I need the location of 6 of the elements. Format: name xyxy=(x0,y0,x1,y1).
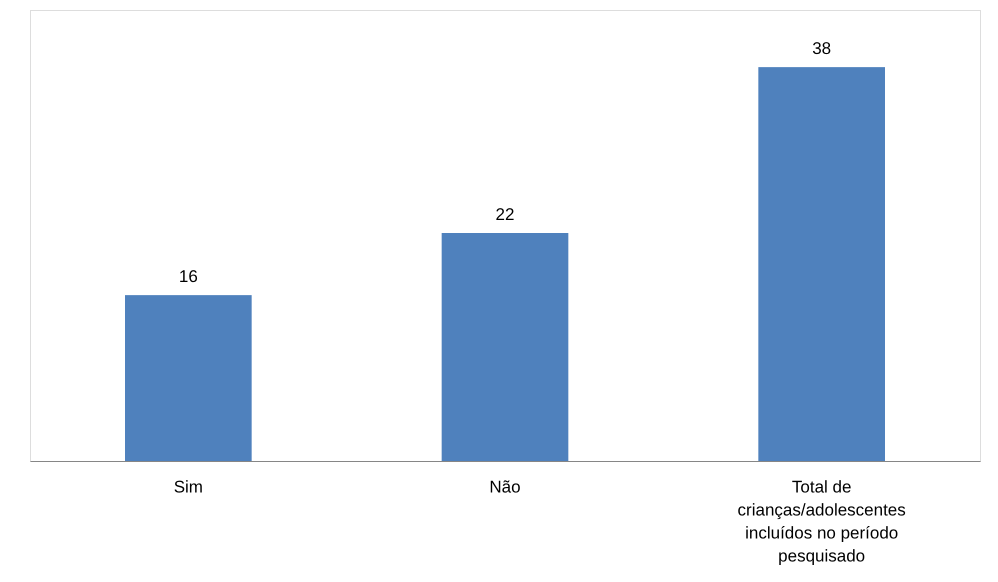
data-label: 16 xyxy=(178,267,198,286)
data-label: 38 xyxy=(812,39,832,58)
x-tick-label: Sim xyxy=(174,478,203,496)
data-label: 22 xyxy=(496,204,514,224)
x-tick-label: Não xyxy=(489,478,521,496)
x-tick-label: Total de crianças/adolescentes incluídos no período pesquisado xyxy=(738,478,906,566)
